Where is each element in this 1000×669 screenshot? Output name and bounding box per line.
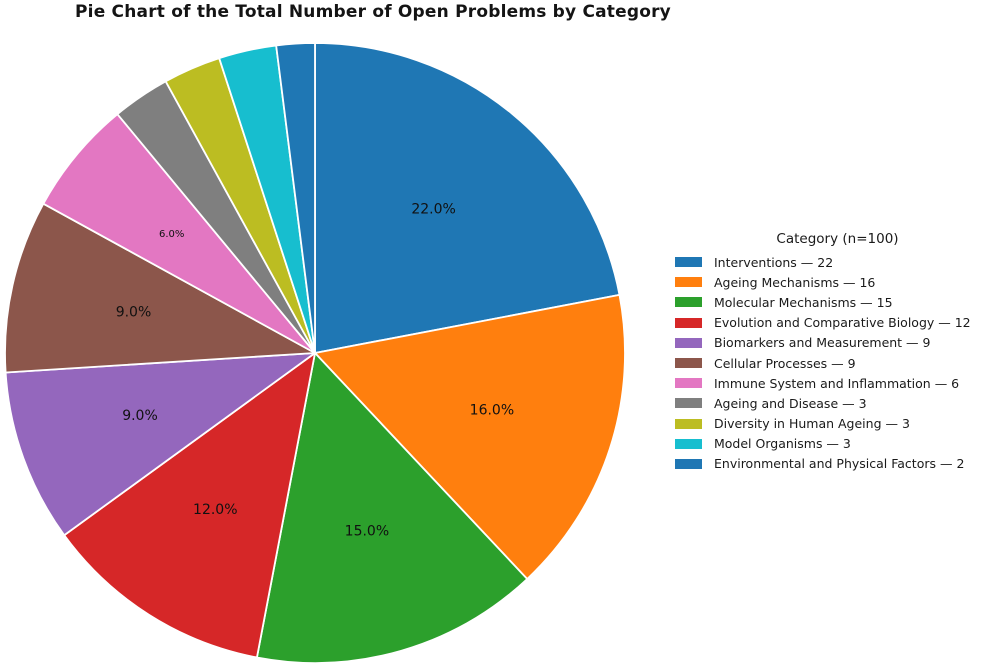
legend-item: Biomarkers and Measurement — 9	[655, 333, 1000, 353]
legend-label: Model Organisms — 3	[714, 436, 851, 452]
legend-swatch	[675, 317, 702, 328]
legend-label: Environmental and Physical Factors — 2	[714, 456, 965, 472]
legend-label: Molecular Mechanisms — 15	[714, 294, 893, 310]
legend-swatch	[675, 297, 702, 308]
pct-label: 15.0%	[345, 524, 389, 540]
legend-swatch	[675, 358, 702, 369]
legend-item: Immune System and Inflammation — 6	[655, 373, 1000, 393]
legend-label: Biomarkers and Measurement — 9	[714, 335, 931, 351]
legend-swatch	[675, 257, 702, 268]
legend-item: Molecular Mechanisms — 15	[655, 292, 1000, 312]
pct-label: 6.0%	[159, 229, 184, 240]
legend-item: Model Organisms — 3	[655, 434, 1000, 454]
pie-slice-interventions	[314, 42, 621, 354]
legend-item: Ageing and Disease — 3	[655, 393, 1000, 413]
legend-label: Diversity in Human Ageing — 3	[714, 416, 910, 432]
legend-item: Diversity in Human Ageing — 3	[655, 414, 1000, 434]
legend: Category (n=100) Interventions — 22 Agein…	[655, 231, 1000, 474]
pie-slice-molecular-mechanisms	[256, 352, 529, 664]
chart-title: Pie Chart of the Total Number of Open Pr…	[75, 2, 671, 22]
pct-label: 9.0%	[116, 304, 152, 320]
pie-slice-environmental-and-physical-factors	[275, 42, 316, 354]
pie-slice-ageing-mechanisms	[314, 294, 626, 580]
pct-label: 9.0%	[122, 408, 158, 424]
pie-slice-biomarkers-and-measurement	[4, 352, 316, 537]
legend-swatch	[675, 398, 702, 409]
legend-swatch	[675, 337, 702, 348]
pie-slice-evolution-and-comparative-biology	[63, 352, 316, 659]
pct-label: 12.0%	[193, 502, 237, 518]
legend-label: Cellular Processes — 9	[714, 355, 856, 371]
pct-label: 22.0%	[411, 202, 455, 218]
legend-title: Category (n=100)	[776, 231, 899, 247]
legend-item: Environmental and Physical Factors — 2	[655, 454, 1000, 474]
legend-swatch	[675, 438, 702, 449]
legend-swatch	[675, 378, 702, 389]
legend-swatch	[675, 277, 702, 288]
legend-items: Interventions — 22 Ageing Mechanisms — 16…	[655, 252, 1000, 474]
legend-swatch	[675, 458, 702, 469]
legend-label: Immune System and Inflammation — 6	[714, 375, 960, 391]
legend-item: Cellular Processes — 9	[655, 353, 1000, 373]
legend-label: Evolution and Comparative Biology — 12	[714, 315, 971, 331]
legend-label: Ageing Mechanisms — 16	[714, 274, 876, 290]
pie-slice-cellular-processes	[4, 202, 316, 374]
legend-item: Interventions — 22	[655, 252, 1000, 272]
legend-label: Interventions — 22	[714, 254, 834, 270]
legend-swatch	[675, 418, 702, 429]
legend-label: Ageing and Disease — 3	[714, 395, 867, 411]
legend-item: Evolution and Comparative Biology — 12	[655, 313, 1000, 333]
legend-item: Ageing Mechanisms — 16	[655, 272, 1000, 292]
pct-label: 16.0%	[470, 403, 514, 419]
